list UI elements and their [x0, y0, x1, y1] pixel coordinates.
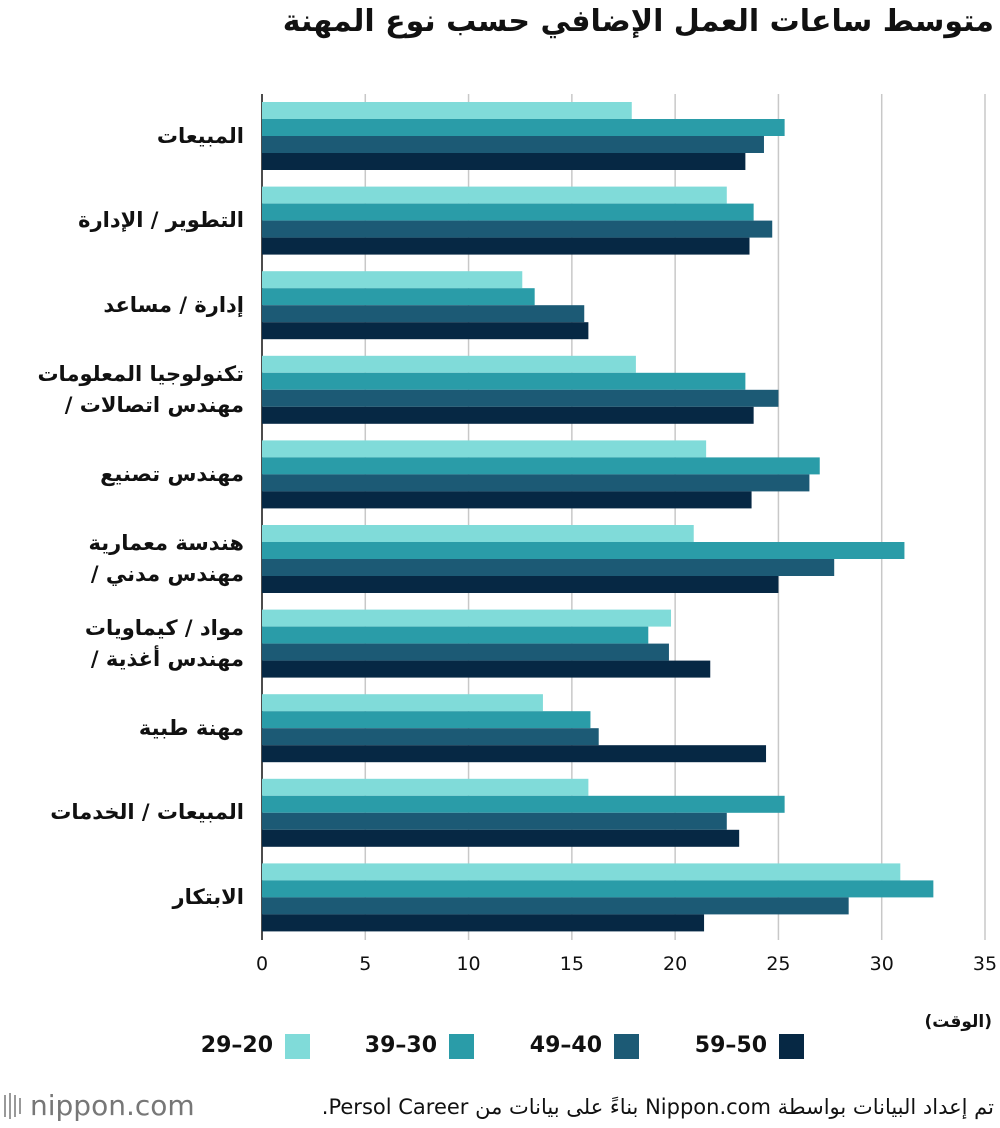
bar	[262, 711, 591, 729]
x-tick-label: 15	[560, 953, 584, 975]
bar	[262, 660, 711, 678]
x-tick-label: 30	[870, 953, 894, 975]
y-tick-label: هندسة معمارية / مهندس مدني	[88, 531, 245, 586]
x-tick-label: 35	[973, 953, 997, 975]
bar	[262, 829, 740, 847]
legend-swatch	[614, 1034, 639, 1059]
y-tick-label: تكنولوجيا المعلومات / مهندس اتصالات	[37, 361, 244, 417]
bar	[262, 897, 849, 915]
bar	[262, 220, 773, 238]
x-tick-label: 25	[766, 953, 790, 975]
legend-label: 59–50	[694, 1033, 767, 1058]
bar	[262, 914, 705, 932]
y-tick-label: التطوير / الإدارة	[78, 208, 244, 233]
bar	[262, 812, 727, 830]
bar	[262, 355, 636, 373]
chart-title: متوسط ساعات العمل الإضافي حسب نوع المهنة	[282, 4, 994, 39]
y-tick-label: مهنة طبية	[138, 715, 244, 740]
bar	[262, 728, 599, 746]
bar	[262, 474, 810, 492]
bar	[262, 406, 754, 424]
bar	[262, 525, 694, 542]
bar	[262, 389, 779, 407]
y-tick-label: مواد / كيماويات / مهندس أغذية	[84, 615, 244, 671]
bar	[262, 576, 779, 593]
bar	[262, 102, 632, 119]
bar	[262, 609, 672, 627]
x-tick-label: 0	[256, 953, 268, 975]
bar	[262, 880, 934, 898]
legend-swatch	[285, 1034, 310, 1059]
x-axis-label: (الوقت)	[924, 1012, 992, 1032]
legend-swatch	[449, 1034, 474, 1059]
bar	[262, 795, 785, 813]
y-tick-label: الابتكار	[172, 884, 244, 909]
logo: nippon.com	[30, 1089, 195, 1122]
bar	[262, 322, 589, 340]
y-tick-label: مهندس تصنيع	[100, 461, 244, 486]
x-tick-label: 10	[456, 953, 480, 975]
bar	[262, 153, 746, 170]
bar	[262, 119, 785, 136]
bar	[262, 372, 746, 390]
bar	[262, 457, 820, 475]
bar	[262, 491, 752, 509]
bar	[262, 186, 727, 204]
legend-swatch	[779, 1034, 804, 1059]
bar	[262, 271, 523, 289]
x-tick-label: 5	[359, 953, 371, 975]
bar	[262, 237, 750, 255]
bar	[262, 694, 543, 712]
x-tick-label: 20	[663, 953, 687, 975]
source: تم إعداد البيانات بواسطة Nippon.com بناء…	[321, 1095, 994, 1119]
bar	[262, 305, 585, 323]
bar	[262, 542, 905, 559]
y-tick-label: المبيعات / الخدمات	[50, 800, 244, 825]
bar	[262, 136, 764, 153]
bar	[262, 288, 535, 306]
y-tick-label: المبيعات	[156, 123, 244, 148]
bar	[262, 863, 901, 881]
bar	[262, 559, 835, 576]
bar	[262, 440, 707, 458]
y-tick-label: إدارة / مساعد	[103, 292, 244, 317]
bar	[262, 745, 767, 763]
legend-label: 39–30	[364, 1033, 437, 1058]
legend-label: 49–40	[529, 1033, 602, 1058]
bar	[262, 778, 589, 796]
legend-label: 29–20	[200, 1033, 273, 1058]
bar	[262, 626, 649, 644]
bar	[262, 203, 754, 221]
bar	[262, 643, 669, 661]
logo-icon	[4, 1093, 21, 1119]
